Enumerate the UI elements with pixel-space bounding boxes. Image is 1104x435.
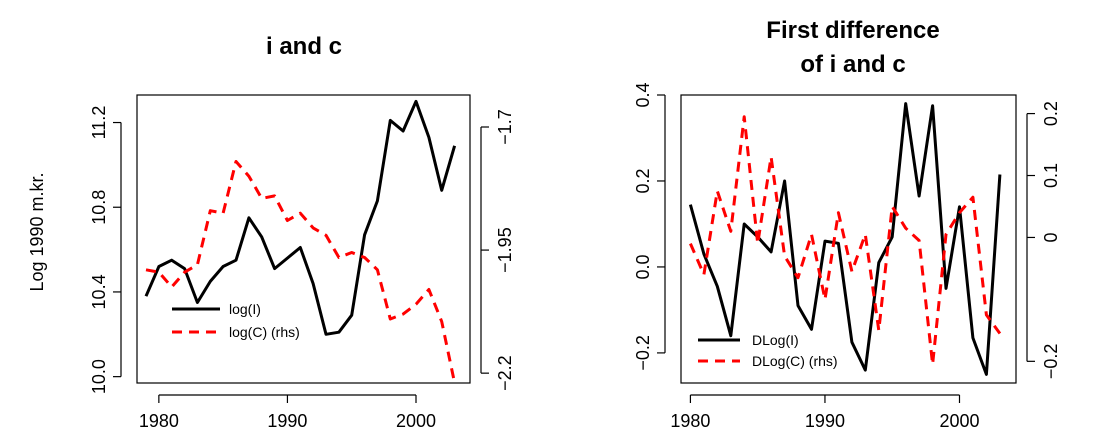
legend-label-log-c: log(C) (rhs) (229, 324, 300, 340)
y-axis-right: −2.2 −1.95 −1.7 (480, 109, 515, 391)
chart-panel-i-and-c: i and c Log 1990 m.kr. 1980 1990 2000 10.0… (27, 33, 515, 431)
y-axis-left: −0.2 0.0 0.2 0.4 (633, 82, 666, 371)
chart-title-line-1: First difference (766, 17, 939, 44)
x-axis: 1980 1990 2000 (670, 394, 980, 431)
y-left-tick-label: 10.8 (89, 190, 109, 225)
y-left-tick-label: 10.0 (89, 359, 109, 394)
x-tick-label: 2000 (396, 411, 436, 431)
x-tick-label: 1990 (805, 411, 845, 431)
y-right-tick-label: 0 (1041, 232, 1061, 242)
x-tick-label: 2000 (939, 411, 979, 431)
x-tick-label: 1980 (139, 411, 179, 431)
y-left-tick-label: 0.0 (633, 254, 653, 279)
chart-title-line-2: of i and c (800, 51, 905, 78)
chart-panel-first-difference: First difference of i and c 1980 1990 2000… (633, 17, 1061, 431)
y-right-tick-label: −1.7 (495, 109, 515, 145)
series-line-dlog-c-rhs (689, 115, 1002, 366)
y-right-tick-label: 0.1 (1041, 163, 1061, 188)
plot-frame (680, 94, 1017, 384)
series-line-dlog-i (688, 102, 1002, 376)
y-left-tick-label: 0.2 (633, 168, 653, 193)
y-left-tick-label: −0.2 (633, 335, 653, 371)
legend: DLog(I) DLog(C) (rhs) (698, 332, 838, 369)
series-line-log-i (144, 99, 457, 336)
chart-title: i and c (266, 33, 342, 60)
series-line-log-c-rhs (145, 160, 457, 384)
y-axis-label: Log 1990 m.kr. (27, 172, 47, 291)
x-axis: 1980 1990 2000 (139, 394, 436, 431)
legend: log(I) log(C) (rhs) (172, 301, 300, 340)
y-right-tick-label: −0.2 (1041, 344, 1061, 380)
x-tick-label: 1990 (267, 411, 307, 431)
y-axis-right: −0.2 0 0.1 0.2 (1026, 101, 1061, 380)
legend-label-dlog-c: DLog(C) (rhs) (752, 353, 838, 369)
y-right-tick-label: 0.2 (1041, 101, 1061, 126)
legend-label-dlog-i: DLog(I) (752, 332, 799, 348)
plot-frame (136, 94, 471, 384)
y-axis-left: 10.0 10.4 10.8 11.2 (89, 106, 122, 394)
y-left-tick-label: 11.2 (89, 106, 109, 140)
x-tick-label: 1980 (670, 411, 710, 431)
series-lines (688, 102, 1002, 376)
y-right-tick-label: −1.95 (495, 227, 515, 273)
y-left-tick-label: 10.4 (89, 274, 109, 309)
y-right-tick-label: −2.2 (495, 355, 515, 391)
y-left-tick-label: 0.4 (633, 82, 653, 107)
series-lines (144, 99, 457, 384)
legend-label-log-i: log(I) (229, 301, 261, 317)
